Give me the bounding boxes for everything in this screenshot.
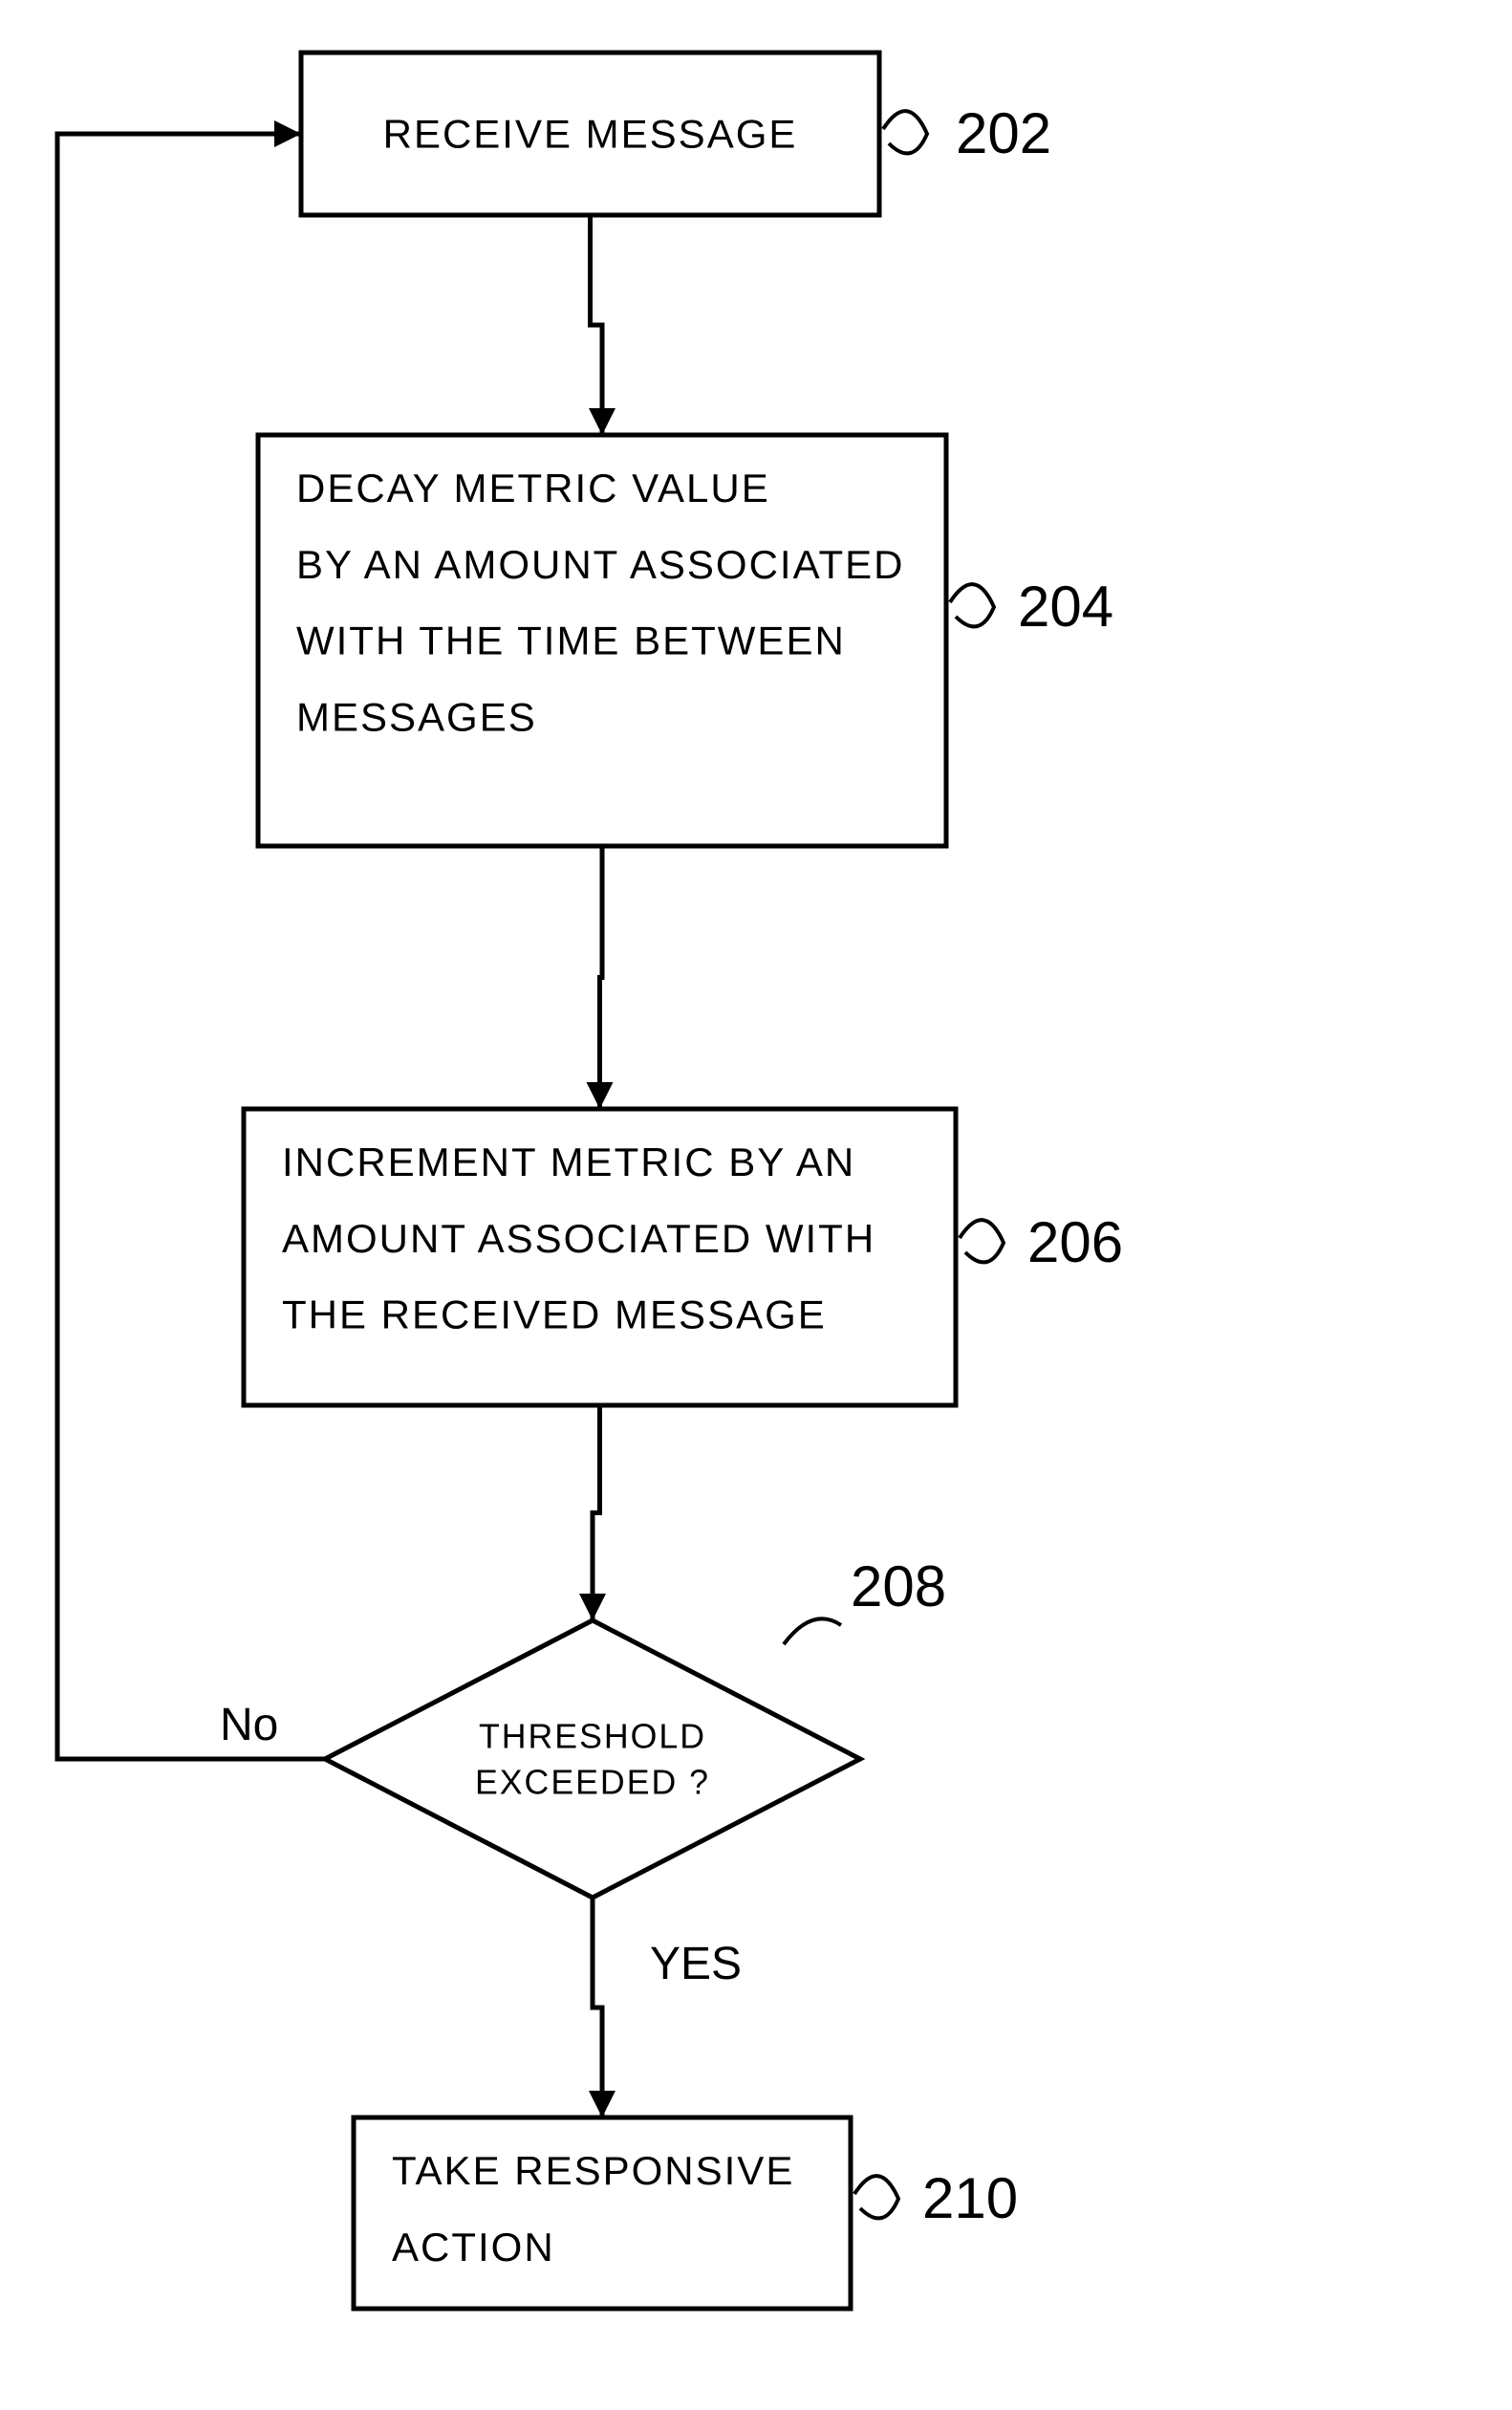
node-text: WITH THE TIME BETWEEN — [296, 619, 846, 663]
ref-connector — [854, 2176, 898, 2218]
node-text: ACTION — [392, 2225, 555, 2269]
ref-label: 204 — [1018, 575, 1113, 639]
edge-label: No — [220, 1700, 278, 1750]
ref-connector — [784, 1618, 841, 1644]
ref-connector — [950, 584, 994, 626]
node-text: DECAY METRIC VALUE — [296, 466, 770, 510]
ref-label: 210 — [922, 2166, 1018, 2230]
node-text: INCREMENT METRIC BY AN — [282, 1140, 855, 1184]
edge-e3 — [593, 1405, 600, 1620]
node-text: THE RECEIVED MESSAGE — [282, 1292, 827, 1337]
node-text: TAKE RESPONSIVE — [392, 2148, 794, 2193]
edge-e2 — [600, 846, 603, 1109]
ref-connector — [883, 111, 927, 153]
edge-eNo — [57, 134, 325, 1759]
edge-label: YES — [650, 1939, 742, 1989]
node-text: MESSAGES — [296, 694, 537, 739]
node-diamond — [325, 1620, 860, 1898]
node-text: EXCEEDED ? — [475, 1764, 710, 1802]
ref-label: 206 — [1027, 1210, 1123, 1274]
node-text: RECEIVE MESSAGE — [383, 112, 798, 157]
flow-node-n206: INCREMENT METRIC BY AN AMOUNT ASSOCIATED … — [244, 1109, 1123, 1405]
node-box — [354, 2117, 851, 2309]
node-text: THRESHOLD — [479, 1717, 706, 1755]
ref-label: 208 — [851, 1554, 946, 1618]
flow-node-n202: RECEIVE MESSAGE 202 — [301, 53, 1051, 215]
node-text: BY AN AMOUNT ASSOCIATED — [296, 542, 905, 587]
ref-label: 202 — [956, 101, 1051, 165]
flow-node-n208: THRESHOLD EXCEEDED ? 208 — [325, 1554, 946, 1898]
flow-node-n210: TAKE RESPONSIVE ACTION 210 — [354, 2117, 1018, 2309]
edge-e1 — [591, 215, 603, 435]
ref-connector — [960, 1220, 1004, 1262]
edge-e4 — [593, 1898, 602, 2117]
flow-node-n204: DECAY METRIC VALUE BY AN AMOUNT ASSOCIATE… — [258, 435, 1113, 846]
node-text: AMOUNT ASSOCIATED WITH — [282, 1216, 875, 1261]
